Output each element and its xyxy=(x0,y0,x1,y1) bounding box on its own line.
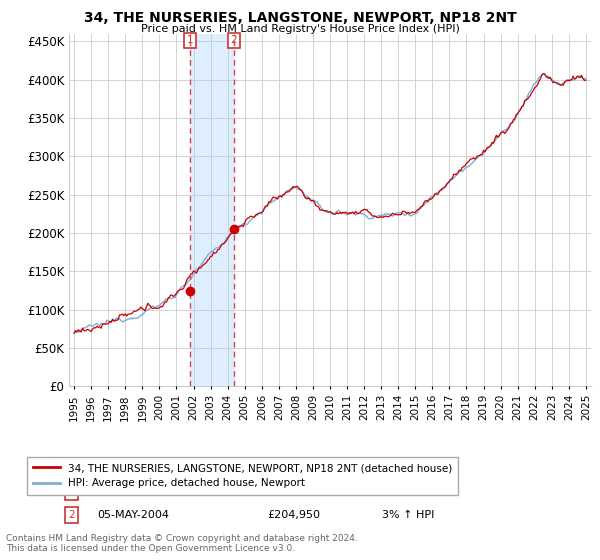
Text: Price paid vs. HM Land Registry's House Price Index (HPI): Price paid vs. HM Land Registry's House … xyxy=(140,24,460,34)
Bar xyxy=(190,34,233,386)
Text: 34, THE NURSERIES, LANGSTONE, NEWPORT, NP18 2NT: 34, THE NURSERIES, LANGSTONE, NEWPORT, N… xyxy=(83,11,517,25)
Legend: 34, THE NURSERIES, LANGSTONE, NEWPORT, NP18 2NT (detached house), HPI: Average p: 34, THE NURSERIES, LANGSTONE, NEWPORT, N… xyxy=(27,457,458,494)
Text: This data is licensed under the Open Government Licence v3.0.: This data is licensed under the Open Gov… xyxy=(6,544,295,553)
Text: 1: 1 xyxy=(187,35,193,45)
Text: £204,950: £204,950 xyxy=(268,510,320,520)
Text: 05-MAY-2004: 05-MAY-2004 xyxy=(98,510,170,520)
Text: 19-OCT-2001: 19-OCT-2001 xyxy=(98,487,170,497)
Text: 2: 2 xyxy=(68,510,75,520)
Text: 2: 2 xyxy=(230,35,237,45)
Text: 1% ↑ HPI: 1% ↑ HPI xyxy=(382,487,434,497)
Text: 3% ↑ HPI: 3% ↑ HPI xyxy=(382,510,434,520)
Text: Contains HM Land Registry data © Crown copyright and database right 2024.: Contains HM Land Registry data © Crown c… xyxy=(6,534,358,543)
Text: 1: 1 xyxy=(68,487,75,497)
Text: £124,000: £124,000 xyxy=(268,487,320,497)
